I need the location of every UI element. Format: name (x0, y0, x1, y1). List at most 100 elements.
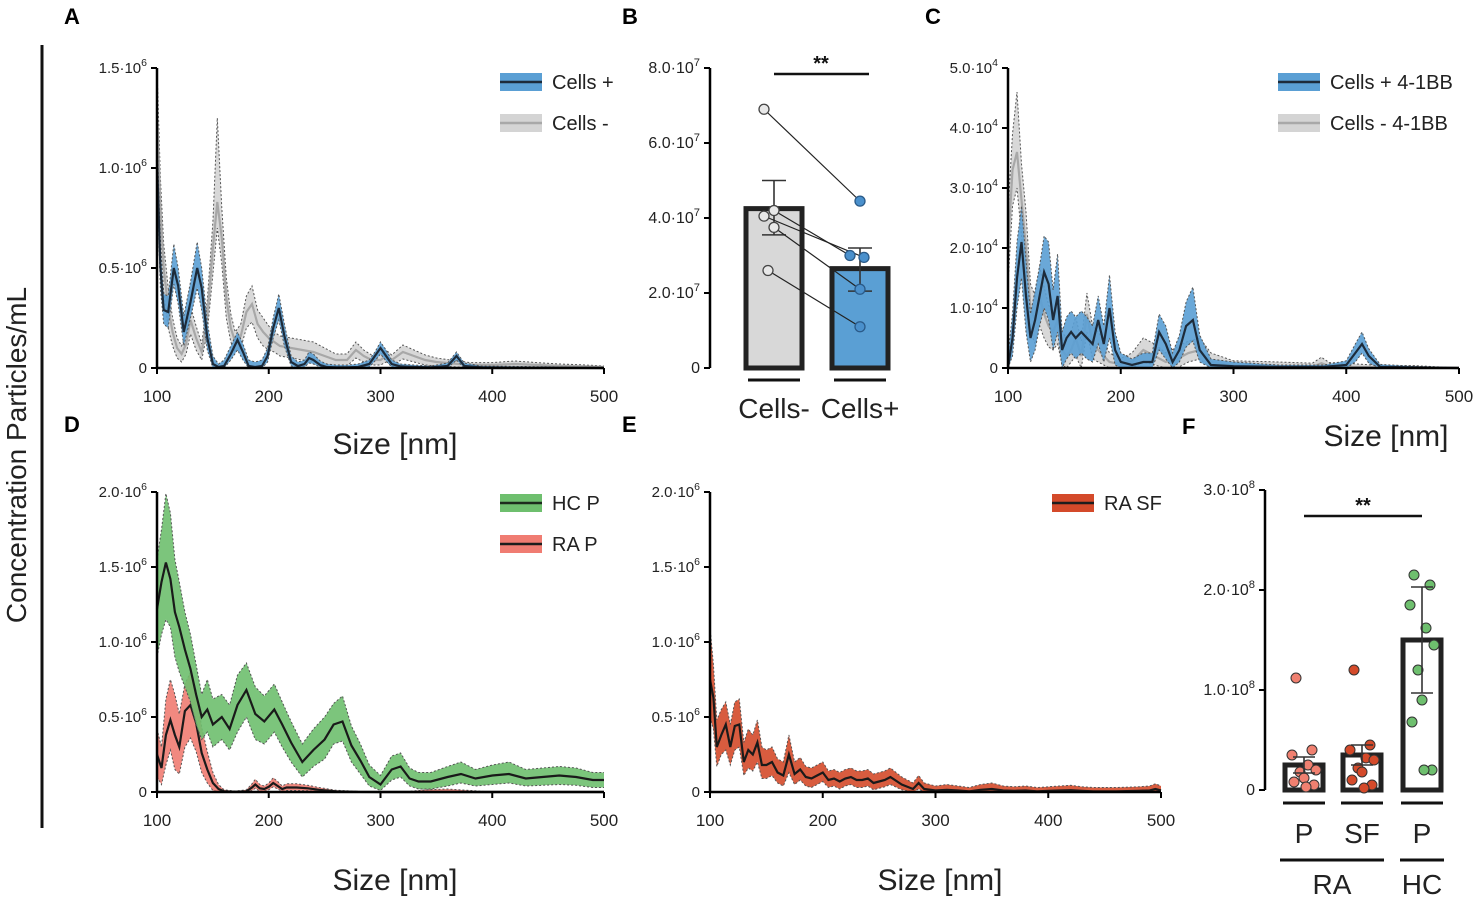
pair-line (763, 108, 861, 202)
x-tick-label: 400 (1034, 811, 1062, 830)
chart-c: 0 1.0·104 2.0·104 3.0·104 4.0·104 5.0·104 100 2… (950, 57, 1474, 453)
x-tick-label: 500 (1445, 387, 1473, 406)
data-point (1412, 664, 1424, 676)
y-tick-label: 4.0·104 (950, 117, 999, 137)
x-axis-label: Size [nm] (1323, 420, 1448, 453)
data-point (1286, 749, 1298, 761)
x-tick-label: 300 (366, 387, 394, 406)
series-band-0 (1008, 206, 1459, 368)
x-tick-label: 100 (696, 811, 724, 830)
data-point (854, 195, 866, 207)
panel-b: B (622, 4, 638, 29)
data-point (1368, 754, 1380, 766)
group-label: RA (1313, 869, 1352, 900)
panel-d: D (64, 412, 80, 437)
y-tick-label: 0 (691, 360, 700, 377)
y-tick-label: 0.5·106 (99, 706, 148, 726)
x-tick-label: 200 (255, 387, 283, 406)
data-point (1406, 716, 1418, 728)
y-tick-label: 2.0·106 (652, 481, 701, 501)
data-point (1290, 672, 1302, 684)
y-tick-label: 1.0·104 (950, 297, 999, 317)
pair-line (773, 209, 851, 257)
x-axis-label: Size [nm] (332, 428, 457, 461)
y-tick-label: 0 (1246, 782, 1255, 799)
data-point (1358, 782, 1370, 794)
y-tick-label: 1.5·106 (652, 556, 701, 576)
x-tick-label: Cells- (738, 393, 810, 424)
x-tick-label: 100 (143, 811, 171, 830)
panel-f-letter: F (1182, 414, 1195, 439)
chart-e: 0 0.5·106 1.0·106 1.5·106 2.0·106 100 200 300 40… (652, 481, 1176, 897)
data-point (758, 103, 770, 115)
x-tick-label: P (1413, 818, 1432, 849)
y-tick-label: 6.0·107 (648, 132, 700, 152)
x-tick-label: P (1295, 818, 1314, 849)
series-line-1 (155, 107, 605, 369)
series-band-1 (157, 68, 604, 368)
panel-b-letter: B (622, 4, 638, 29)
panel-c-letter: C (925, 4, 941, 29)
y-tick-label: 0 (139, 784, 147, 801)
panel-d-letter: D (64, 412, 80, 437)
y-tick-label: 0 (990, 360, 998, 377)
panel-a: A (64, 4, 80, 29)
x-axis-label: Size [nm] (332, 864, 457, 897)
x-tick-label: 500 (1147, 811, 1175, 830)
panel-f: F (1182, 414, 1195, 439)
y-tick-label: 2.0·104 (950, 237, 999, 257)
group-label: HC (1402, 869, 1442, 900)
legend-label: Cells - (552, 113, 609, 135)
significance-label: ** (813, 53, 829, 75)
data-point (1428, 639, 1440, 651)
y-tick-label: 4.0·107 (648, 207, 700, 227)
y-tick-label: 1.0·106 (99, 157, 148, 177)
data-point (1404, 599, 1416, 611)
series-lower-0 (156, 618, 604, 792)
legend-label: Cells + (552, 72, 614, 94)
x-tick-label: Cells+ (821, 393, 900, 424)
data-point (1348, 664, 1360, 676)
legend-label: Cells - 4-1BB (1330, 113, 1448, 135)
y-tick-label: 1.5·106 (99, 556, 148, 576)
series-lower-1 (1007, 187, 1459, 370)
series-lower-0 (709, 716, 1162, 793)
y-tick-label: 1.0·108 (1203, 679, 1255, 699)
panel-e: E (622, 412, 637, 437)
data-point (1408, 569, 1420, 581)
significance-label: ** (1355, 495, 1371, 517)
data-point (1418, 764, 1430, 776)
data-point (1306, 744, 1318, 756)
x-tick-label: 100 (994, 387, 1022, 406)
chart-b: 0 2.0·107 4.0·107 6.0·107 8.0·107 Cells- Cells… (648, 53, 899, 424)
y-tick-label: 2.0·106 (99, 481, 148, 501)
data-point (768, 204, 780, 217)
y-tick-label: 5.0·104 (950, 57, 999, 77)
data-point (1344, 744, 1356, 756)
chart-a: 0 0.5·106 1.0·106 1.5·106 100 200 300 400 500 Siz… (99, 57, 619, 461)
x-tick-label: 200 (809, 811, 837, 830)
data-point (1298, 772, 1310, 784)
data-point (858, 251, 870, 264)
legend-label: RA SF (1104, 493, 1162, 515)
x-tick-label: 300 (1219, 387, 1247, 406)
x-tick-label: 500 (590, 387, 618, 406)
y-tick-label: 2.0·108 (1203, 579, 1255, 599)
x-tick-label: 300 (366, 811, 394, 830)
data-point (768, 221, 780, 234)
y-tick-label: 0.5·106 (99, 257, 148, 277)
data-point (854, 283, 866, 295)
data-point (1416, 694, 1428, 706)
y-tick-label: 3.0·104 (950, 177, 999, 197)
pair-line (773, 226, 861, 290)
legend-label: HC P (552, 493, 600, 515)
series-upper-0 (156, 493, 604, 777)
x-tick-label: 200 (1107, 387, 1135, 406)
series-upper-1 (156, 67, 605, 367)
series-upper-0 (156, 131, 605, 368)
y-tick-label: 8.0·107 (648, 57, 700, 77)
x-tick-label: 100 (143, 387, 171, 406)
y-tick-label: 0 (692, 784, 700, 801)
series-band-0 (710, 627, 1161, 792)
